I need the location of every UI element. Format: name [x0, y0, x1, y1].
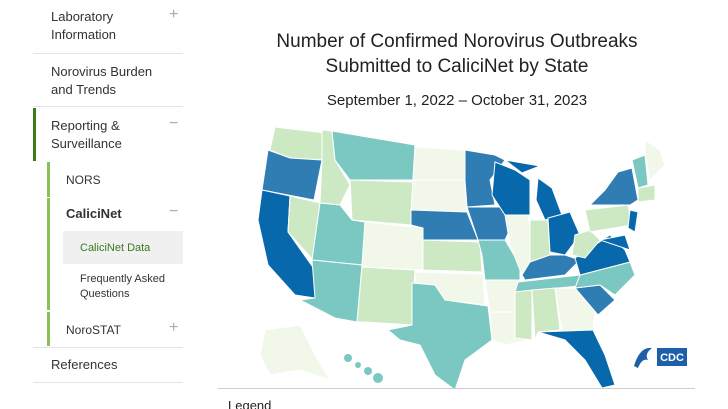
state-shape: [637, 184, 656, 203]
nav-link-active[interactable]: [63, 231, 183, 264]
nav-link[interactable]: NoroSTAT: [66, 323, 121, 337]
map-title: Number of Confirmed Norovirus Outbreaks …: [218, 29, 696, 79]
nav-link-text: CaliciNet Data: [80, 242, 151, 254]
state-shape: [531, 287, 561, 341]
state-shape: [261, 149, 323, 201]
state-shape: [356, 266, 416, 326]
active-bar: [33, 108, 36, 161]
divider: [33, 53, 183, 54]
state-shape: [364, 367, 372, 375]
state-shape: [547, 211, 581, 256]
divider: [33, 382, 183, 383]
state-shape: [504, 159, 542, 174]
sidebar: Laboratory Information + Norovirus Burde…: [33, 0, 183, 409]
state-shape: [514, 289, 533, 341]
cdc-logo-text: CDC: [660, 352, 684, 364]
divider: [33, 106, 183, 107]
divider: [33, 347, 183, 348]
state-shape: [259, 324, 332, 381]
state-shape: [491, 161, 531, 216]
nav-link[interactable]: Laboratory Information: [51, 9, 117, 42]
state-shape: [422, 239, 483, 273]
state-shape: [331, 130, 416, 181]
title-line: Submitted to CaliciNet by State: [325, 56, 589, 77]
collapse-icon[interactable]: −: [169, 115, 179, 132]
map-divider: [218, 388, 695, 389]
nav-link[interactable]: Frequently Asked Questions: [80, 273, 165, 300]
state-shape: [644, 139, 666, 182]
state-shape: [571, 229, 601, 259]
state-shape: [631, 154, 649, 189]
nav-link[interactable]: Norovirus Burden and Trends: [51, 64, 153, 97]
state-shape: [386, 282, 493, 391]
state-shape: [584, 204, 633, 233]
section-bar: [47, 162, 50, 197]
nav-link[interactable]: Reporting & Surveillance: [51, 118, 122, 151]
nav-link[interactable]: CaliciNet: [66, 206, 122, 221]
title-line: Number of Confirmed Norovirus Outbreaks: [276, 31, 638, 52]
state-shape: [588, 167, 639, 206]
state-shape: [537, 329, 616, 389]
legend-heading: Legend: [228, 398, 272, 409]
section-bar: [47, 198, 50, 310]
expand-icon[interactable]: +: [169, 6, 179, 23]
expand-icon[interactable]: +: [169, 319, 179, 336]
state-shape: [373, 373, 383, 383]
state-shape: [412, 146, 466, 181]
state-shape: [521, 254, 581, 281]
state-shape: [355, 362, 361, 368]
map-subtitle: September 1, 2022 – October 31, 2023: [326, 92, 588, 109]
section-bar: [47, 312, 50, 346]
collapse-icon[interactable]: −: [169, 203, 179, 220]
state-shape: [349, 179, 414, 226]
state-shape: [361, 221, 424, 271]
nav-link[interactable]: NORS: [66, 173, 101, 187]
state-shape: [598, 234, 631, 251]
state-shape: [410, 179, 468, 213]
state-shape: [344, 354, 352, 362]
state-shape: [627, 209, 639, 233]
hhs-logo: [634, 347, 652, 368]
cdc-logo-box: [657, 348, 687, 366]
nav-link[interactable]: References: [51, 357, 118, 372]
state-shape: [554, 287, 596, 333]
state-shape: [535, 177, 563, 221]
